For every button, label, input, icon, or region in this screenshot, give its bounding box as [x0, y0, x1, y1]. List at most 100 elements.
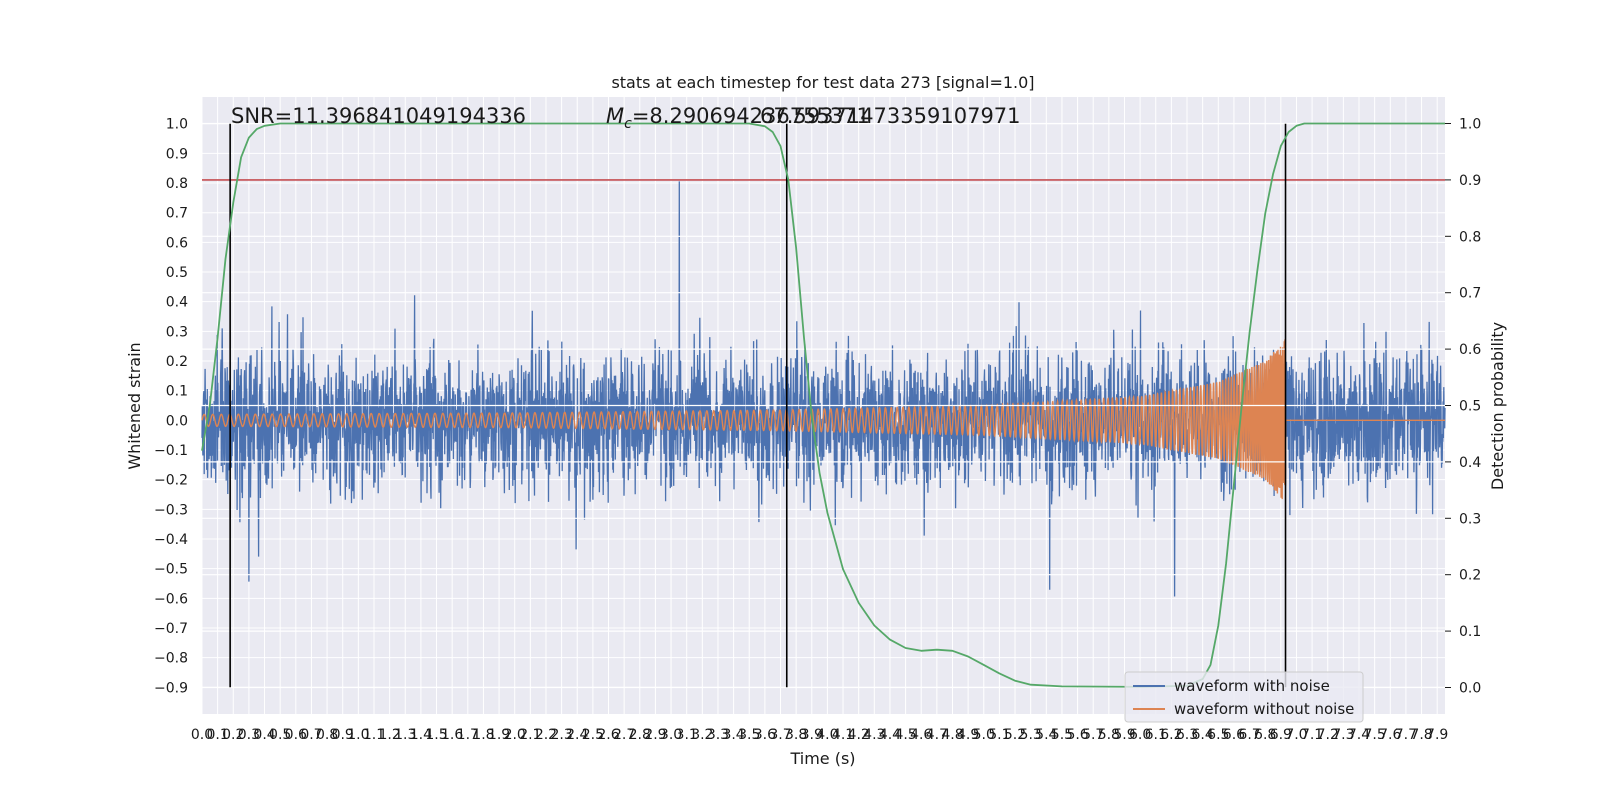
x-tick-label: 6.2	[1160, 727, 1182, 743]
y2-tick-label: 0.0	[1459, 680, 1481, 696]
x-tick-label: 6.5	[1207, 727, 1229, 743]
x-tick-label: 6.4	[1192, 727, 1214, 743]
x-tick-label: 3.4	[722, 727, 744, 743]
x-tick-label: 5.3	[1020, 727, 1042, 743]
x-tick-label: 6.1	[1145, 727, 1167, 743]
y-tick-label: 0.5	[166, 265, 188, 281]
y-tick-label: −0.5	[154, 562, 188, 578]
y2-tick-label: 0.5	[1459, 399, 1481, 415]
x-tick-label: 3.5	[738, 727, 760, 743]
y-axis-label: Whitened strain	[125, 342, 144, 469]
x-tick-label: 5.6	[1066, 727, 1088, 743]
x-axis-label: Time (s)	[789, 749, 855, 768]
y-tick-label: 0.2	[166, 354, 188, 370]
x-tick-label: 1.2	[378, 727, 400, 743]
x-tick-label: 1.8	[472, 727, 494, 743]
x-tick-label: 6.6	[1223, 727, 1245, 743]
y2-tick-label: 0.1	[1459, 624, 1481, 640]
x-tick-label: 0.5	[269, 727, 291, 743]
x-tick-label: 3.1	[676, 727, 698, 743]
series-detection-probability	[201, 122, 1445, 688]
x-tick-label: 7.8	[1410, 727, 1432, 743]
y2-tick-label: 0.2	[1459, 568, 1481, 584]
x-tick-label: 1.4	[410, 727, 432, 743]
x-tick-label: 5.1	[988, 727, 1010, 743]
x-tick-label: 0.2	[222, 727, 244, 743]
y-tick-label: 0.8	[166, 176, 188, 192]
x-tick-label: 4.4	[879, 727, 901, 743]
x-tick-label: 6.3	[1176, 727, 1198, 743]
y-tick-label: −0.2	[154, 473, 188, 489]
mc-subscript: c	[624, 116, 632, 132]
x-tick-label: 7.4	[1348, 727, 1370, 743]
x-tick-label: 4.0	[816, 727, 838, 743]
y-tick-label: −0.3	[154, 502, 188, 518]
x-tick-label: 4.6	[910, 727, 932, 743]
x-tick-label: 2.6	[597, 727, 619, 743]
y-tick-label: −0.7	[154, 621, 188, 637]
x-tick-label: 4.2	[848, 727, 870, 743]
x-tick-label: 7.1	[1301, 727, 1323, 743]
y-tick-label: −0.6	[154, 591, 188, 607]
y2-tick-label: 0.4	[1459, 455, 1481, 471]
x-tick-label: 3.0	[660, 727, 682, 743]
x-tick-label: 2.2	[535, 727, 557, 743]
x-tick-label: 2.1	[519, 727, 541, 743]
x-tick-label: 0.4	[253, 727, 275, 743]
x-tick-label: 7.3	[1332, 727, 1354, 743]
mc-value: =8.290694236755371	[632, 104, 870, 128]
y-tick-label: −0.9	[154, 680, 188, 696]
x-tick-label: 5.4	[1035, 727, 1057, 743]
x-tick-label: 6.7	[1238, 727, 1260, 743]
x-tick-label: 4.5	[894, 727, 916, 743]
x-tick-label: 5.9	[1113, 727, 1135, 743]
x-tick-label: 0.1	[207, 727, 229, 743]
x-tick-label: 2.0	[504, 727, 526, 743]
legend-label-noise: waveform with noise	[1174, 677, 1330, 695]
chart-title: stats at each timestep for test data 273…	[611, 73, 1034, 92]
x-tick-label: 7.7	[1395, 727, 1417, 743]
x-tick-label: 3.6	[754, 727, 776, 743]
x-tick-label: 0.7	[300, 727, 322, 743]
x-tick-label: 0.3	[238, 727, 260, 743]
x-tick-label: 1.0	[347, 727, 369, 743]
x-tick-label: 2.7	[613, 727, 635, 743]
probability-layer	[201, 122, 1445, 688]
x-tick-label: 1.9	[488, 727, 510, 743]
x-tick-label: 6.8	[1254, 727, 1276, 743]
x-tick-label: 1.1	[363, 727, 385, 743]
y-tick-label: 0.6	[166, 235, 188, 251]
x-tick-label: 0.8	[316, 727, 338, 743]
x-tick-label: 5.2	[1004, 727, 1026, 743]
y2-tick-label: 0.6	[1459, 342, 1481, 358]
x-tick-label: 3.8	[785, 727, 807, 743]
mc-annotation: Mc=8.290694236755371	[606, 104, 870, 132]
x-tick-label: 3.7	[769, 727, 791, 743]
y2-tick-label: 0.8	[1459, 229, 1481, 245]
x-tick-label: 1.6	[441, 727, 463, 743]
x-tick-label: 3.2	[691, 727, 713, 743]
x-tick-label: 2.4	[566, 727, 588, 743]
x-tick-label: 5.7	[1082, 727, 1104, 743]
x-tick-label: 0.0	[191, 727, 213, 743]
y2-tick-label: 0.3	[1459, 511, 1481, 527]
x-tick-label: 3.9	[801, 727, 823, 743]
mc-symbol: M	[606, 104, 624, 128]
y-tick-label: 1.0	[166, 117, 188, 133]
legend: waveform with noise waveform without noi…	[1124, 671, 1364, 723]
x-tick-label: 4.7	[926, 727, 948, 743]
legend-label-clean: waveform without noise	[1174, 700, 1354, 718]
mc-overlap-annotation: 67.59371473359107971	[760, 104, 1021, 128]
y2-tick-label: 0.9	[1459, 173, 1481, 189]
x-tick-label: 0.6	[285, 727, 307, 743]
x-tick-label: 4.1	[832, 727, 854, 743]
x-tick-label: 7.6	[1379, 727, 1401, 743]
x-tick-label: 7.2	[1317, 727, 1339, 743]
y-tick-label: 0.3	[166, 324, 188, 340]
x-tick-label: 5.5	[1051, 727, 1073, 743]
y-tick-label: 0.0	[166, 413, 188, 429]
y2-tick-label: 1.0	[1459, 117, 1481, 133]
x-tick-label: 3.3	[707, 727, 729, 743]
y-tick-label: −0.8	[154, 651, 188, 667]
